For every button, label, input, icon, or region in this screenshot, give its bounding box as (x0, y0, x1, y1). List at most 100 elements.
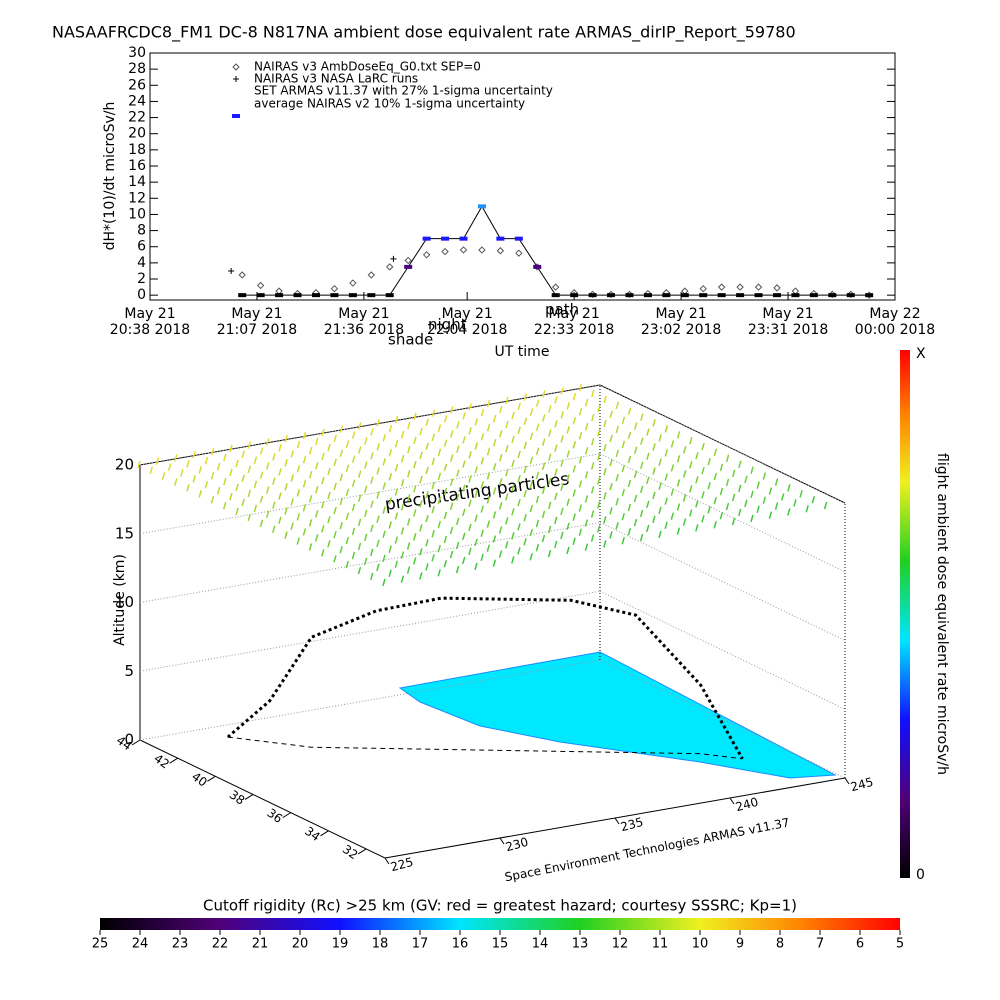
particle-dash (799, 490, 803, 498)
particle-dash (511, 508, 515, 516)
particle-dash (658, 506, 662, 514)
particle-dash (284, 435, 288, 443)
particle-dash (689, 436, 693, 445)
particle-dash (498, 550, 503, 558)
particle-dash (425, 490, 429, 499)
point (717, 293, 726, 298)
particle-dash (756, 481, 760, 489)
particle-dash (302, 528, 307, 536)
particle-dash (388, 424, 393, 433)
particle-dash (584, 447, 589, 455)
x-tick-label: 23:02 2018 (641, 322, 721, 338)
x-tick (499, 837, 505, 845)
particle-dash (296, 489, 301, 497)
particle-dash (474, 562, 478, 571)
point (828, 293, 837, 298)
particle-dash (223, 453, 227, 462)
particle-dash (437, 424, 442, 432)
particle-dash (284, 483, 288, 491)
particle-dash (216, 486, 221, 495)
particle-dash (370, 548, 374, 557)
particle-dash (216, 462, 221, 471)
particle-dash (615, 497, 619, 506)
particle-dash (382, 434, 387, 442)
particle-dash (412, 557, 417, 565)
particle-dash (400, 479, 405, 487)
colorbar-min: 0 (916, 867, 925, 883)
particle-dash (449, 454, 454, 462)
particle-dash (413, 460, 417, 469)
particle-dash (603, 492, 607, 500)
point (478, 246, 486, 254)
particle-dash (253, 456, 258, 464)
particle-dash (584, 543, 589, 551)
particle-dash (437, 448, 442, 456)
x-tick (729, 797, 735, 805)
particle-dash (431, 433, 436, 441)
particle-dash (462, 460, 466, 468)
particle-dash (161, 472, 166, 480)
y-tick-label: 24 (128, 93, 146, 109)
point (422, 236, 431, 241)
legend-text: NAIRAS v3 AmbDoseEq_G0.txt SEP=0 (254, 60, 481, 74)
particle-dash (560, 387, 564, 395)
particle-dash (615, 401, 620, 409)
point (311, 293, 320, 298)
grid-line (599, 659, 846, 779)
x-tick (614, 817, 620, 825)
particle-dash (591, 437, 595, 446)
particle-dash (505, 468, 509, 477)
particle-dash (351, 479, 356, 487)
particle-dash (229, 444, 233, 453)
particle-dash (523, 538, 527, 546)
particle-dash (498, 526, 503, 534)
particle-dash (357, 494, 362, 502)
particle-dash (229, 468, 233, 477)
particle-dash (793, 499, 797, 507)
particle-dash (351, 455, 356, 463)
particle-dash (609, 507, 613, 515)
particle-dash (235, 483, 239, 492)
particle-dash (701, 466, 705, 475)
particle-dash (394, 439, 399, 448)
particle-dash (456, 493, 460, 501)
particle-dash (174, 478, 178, 486)
point (514, 236, 523, 241)
particle-dash (321, 500, 325, 509)
particle-dash (149, 466, 153, 474)
particle-dash (431, 409, 436, 417)
rigidity-tick-label: 14 (532, 937, 549, 952)
point (330, 284, 339, 293)
particle-dash (272, 525, 276, 533)
x-tick-label: 21:07 2018 (217, 322, 297, 338)
particle-dash (474, 514, 478, 522)
particle-dash (627, 455, 632, 464)
particle-dash (431, 554, 435, 562)
particle-dash (345, 512, 350, 521)
particle-dash (413, 412, 417, 421)
particle-dash (603, 395, 607, 404)
particle-dash (333, 434, 337, 442)
particle-dash (382, 506, 386, 514)
point (551, 293, 560, 298)
particle-dash (566, 474, 570, 482)
particle-dash (450, 406, 454, 414)
particle-dash (400, 575, 405, 583)
particle-dash (351, 503, 356, 512)
particle-dash (486, 472, 491, 480)
particle-dash (419, 451, 423, 460)
particle-dash (315, 461, 319, 470)
y-tick-label: 28 (128, 61, 146, 77)
particle-dash (676, 479, 681, 487)
particle-dash (290, 474, 294, 482)
axis-edge (139, 384, 601, 466)
point (754, 293, 763, 298)
particle-dash (578, 456, 583, 464)
particle-dash (388, 449, 393, 457)
particle-dash (762, 496, 767, 504)
particle-dash (750, 514, 754, 523)
x-tick (844, 777, 850, 785)
point (515, 249, 523, 257)
particle-dash (394, 415, 399, 424)
particle-dash (443, 487, 448, 496)
